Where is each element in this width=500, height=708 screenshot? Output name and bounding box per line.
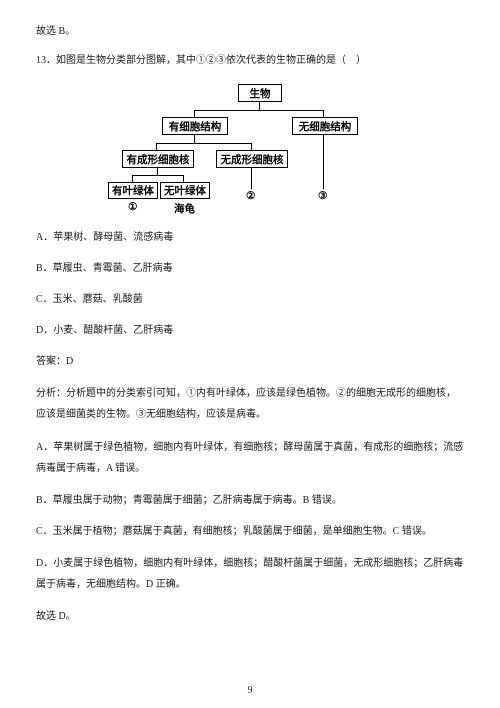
connector xyxy=(183,175,184,182)
node-no-chloroplast: 无叶绿体 xyxy=(160,182,210,199)
label-1: ① xyxy=(128,201,137,213)
node-no-nucleus: 无成形细胞核 xyxy=(216,150,288,168)
page-number: 9 xyxy=(0,685,500,696)
connector xyxy=(132,175,133,182)
question-number: 13 xyxy=(36,55,46,66)
explain-d: D．小麦属于绿色植物，细胞内有叶绿体，细胞核；醋酸杆菌属于细菌，无成形细胞核；乙… xyxy=(36,553,464,595)
analysis-intro: 分析：分析题中的分类索引可知，①内有叶绿体，应该是绿色植物。②的细胞无成形的细胞… xyxy=(36,383,464,425)
option-d: D．小麦、醋酸杆菌、乙肝病毒 xyxy=(36,321,464,340)
node-root: 生物 xyxy=(238,84,282,102)
connector xyxy=(251,143,252,150)
classification-diagram: 生物 有细胞结构 无细胞结构 有成形细胞核 无成形细胞核 有叶绿体 无叶绿体 ①… xyxy=(120,84,380,214)
prev-answer-note: 故选 B。 xyxy=(36,22,464,41)
question-text: ．如图是生物分类部分图解，其中①②③依次代表的生物正确的是（ ） xyxy=(46,55,366,66)
connector xyxy=(194,110,324,111)
connector xyxy=(251,168,252,189)
connector xyxy=(156,143,157,150)
connector xyxy=(156,143,252,144)
explain-c: C．玉米属于植物；蘑菇属于真菌，有细胞核；乳酸菌属于细菌，是单细胞生物。C 错误… xyxy=(36,522,464,541)
explain-b: B．草履虫属于动物；青霉菌属于细菌；乙肝病毒属于病毒。B 错误。 xyxy=(36,491,464,510)
answer-line: 答案：D xyxy=(36,352,464,371)
node-no-cell: 无细胞结构 xyxy=(292,117,358,135)
final-choice: 故选 D。 xyxy=(36,607,464,626)
label-3: ③ xyxy=(318,190,327,202)
option-a: A．苹果树、酵母菌、流感病毒 xyxy=(36,228,464,247)
label-2: ② xyxy=(246,190,255,202)
node-has-cell: 有细胞结构 xyxy=(162,117,228,135)
connector xyxy=(132,175,184,176)
connector xyxy=(323,110,324,117)
node-nucleus: 有成形细胞核 xyxy=(122,150,194,168)
node-chloroplast: 有叶绿体 xyxy=(108,182,158,199)
explain-a: A．苹果树属于绿色植物，细胞内有叶绿体，有细胞核；酵母菌属于真菌，有成形的细胞核… xyxy=(36,437,464,479)
connector xyxy=(259,102,260,110)
connector xyxy=(157,168,158,175)
question-stem: 13．如图是生物分类部分图解，其中①②③依次代表的生物正确的是（ ） xyxy=(36,51,464,70)
connector xyxy=(194,135,195,143)
connector xyxy=(323,135,324,189)
option-b: B．草履虫、青霉菌、乙肝病毒 xyxy=(36,259,464,278)
label-turtle: 海龟 xyxy=(174,201,195,216)
option-c: C．玉米、蘑菇、乳酸菌 xyxy=(36,290,464,309)
connector xyxy=(194,110,195,117)
